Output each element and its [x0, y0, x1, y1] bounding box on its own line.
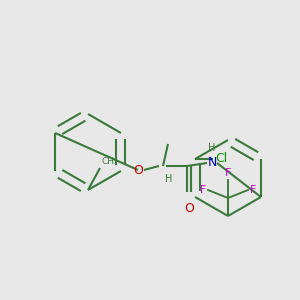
- Text: F: F: [225, 168, 231, 178]
- Text: O: O: [184, 202, 194, 215]
- Text: N: N: [207, 157, 217, 169]
- Text: O: O: [133, 164, 143, 176]
- Text: CH₃: CH₃: [102, 157, 119, 166]
- Text: Cl: Cl: [215, 152, 227, 166]
- Text: H: H: [165, 174, 172, 184]
- Text: H: H: [208, 143, 216, 153]
- Text: F: F: [200, 185, 206, 195]
- Text: F: F: [250, 185, 256, 195]
